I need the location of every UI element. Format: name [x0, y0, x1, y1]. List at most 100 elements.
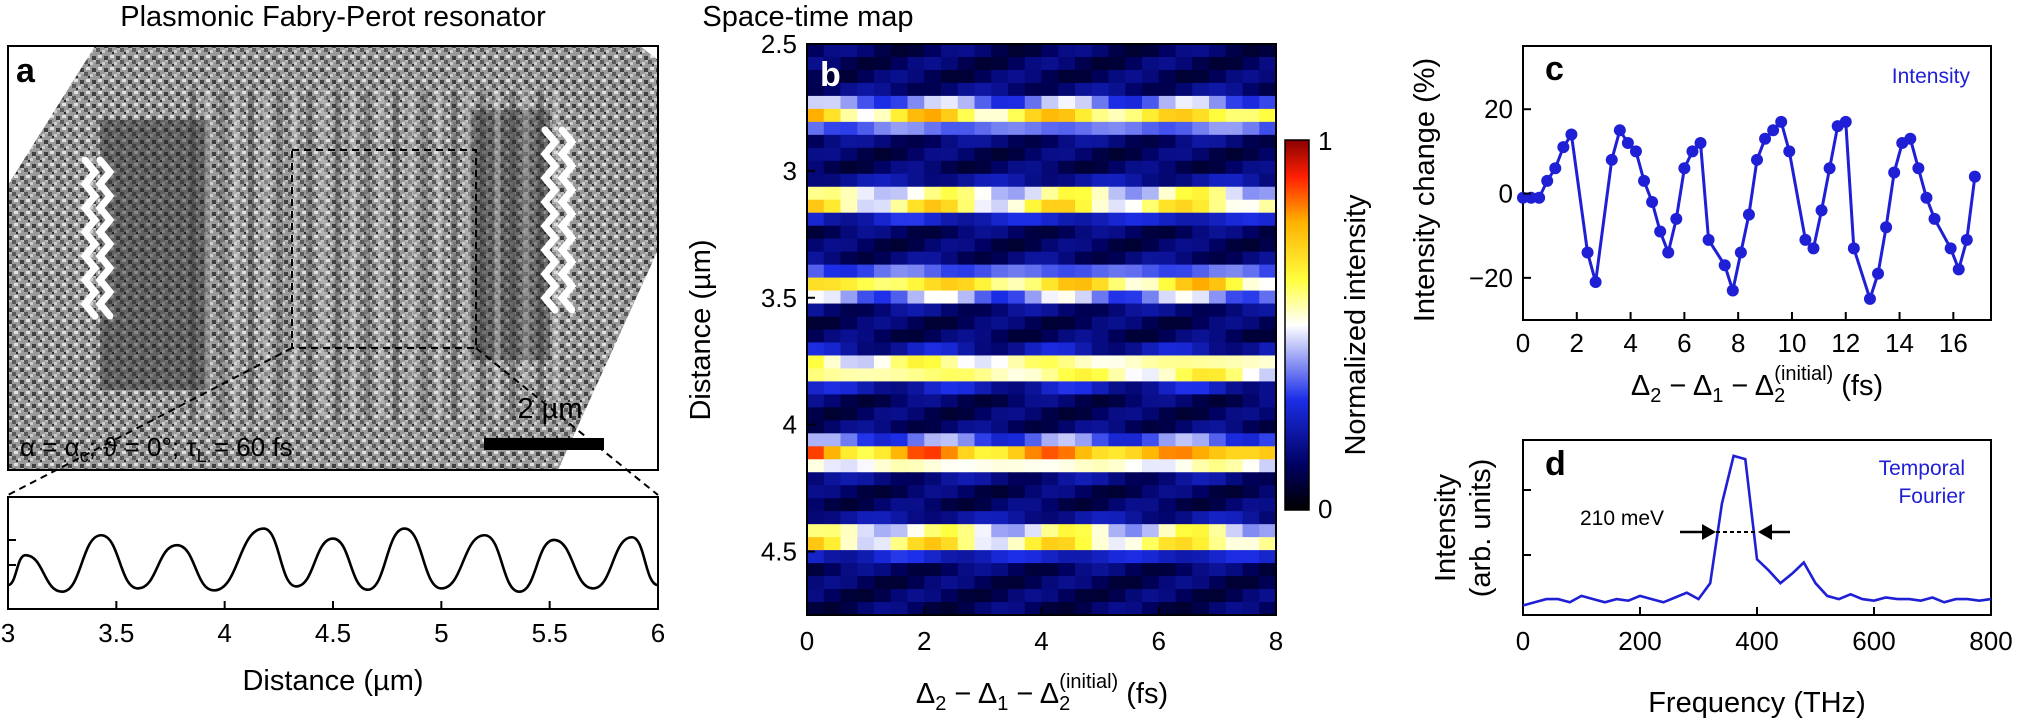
heatmap-cell	[1142, 420, 1160, 434]
heatmap-cell	[890, 511, 909, 525]
heatmap-cell	[1024, 394, 1043, 408]
heatmap-cell	[974, 69, 992, 84]
heatmap-cell	[857, 225, 875, 240]
heatmap-cell	[1125, 602, 1143, 616]
heatmap-cell	[1125, 147, 1143, 162]
heatmap-cell	[1125, 342, 1143, 357]
heatmap-cell	[1225, 212, 1244, 227]
heatmap-cell	[907, 485, 925, 499]
heatmap-cell	[1192, 394, 1210, 408]
heatmap-cell	[890, 238, 909, 253]
heatmap-cell	[890, 134, 909, 149]
fringe-stripe	[465, 90, 472, 420]
heatmap-cell	[941, 485, 959, 499]
heatmap-cell	[941, 199, 959, 214]
heatmap-cell	[1242, 225, 1260, 240]
heatmap-cell	[957, 160, 976, 175]
heatmap-cell	[1209, 225, 1227, 240]
heatmap-cell	[974, 342, 992, 357]
heatmap-cell	[874, 472, 892, 486]
heatmap-cell	[941, 524, 959, 538]
heatmap-cell	[1225, 82, 1244, 97]
heatmap-cell	[1125, 459, 1143, 473]
heatmap-cell	[1024, 44, 1043, 58]
heatmap-cell	[991, 316, 1009, 331]
heatmap-cell	[991, 95, 1009, 110]
heatmap-cell	[1259, 121, 1277, 136]
heatmap-cell	[840, 147, 858, 162]
heatmap-cell	[941, 472, 959, 486]
heatmap-cell	[1225, 69, 1244, 84]
heatmap-cell	[1209, 251, 1227, 266]
heatmap-cell	[1142, 173, 1160, 188]
heatmap-cell	[1058, 108, 1076, 123]
heatmap-cell	[957, 459, 976, 473]
heatmap-cell	[1091, 433, 1110, 447]
heatmap-cell	[1125, 433, 1143, 447]
heatmap-cell	[807, 589, 825, 603]
heatmap-cell	[1008, 446, 1026, 460]
heatmap-cell	[1225, 264, 1244, 279]
heatmap-cell	[874, 160, 892, 175]
heatmap-cell	[874, 147, 892, 162]
heatmap-cell	[890, 368, 909, 383]
heatmap-cell	[1125, 355, 1143, 370]
heatmap-cell	[1192, 589, 1210, 603]
heatmap-cell	[957, 342, 976, 357]
heatmap-cell	[1209, 576, 1227, 590]
heatmap-cell	[924, 173, 942, 188]
heatmap-cell	[1125, 160, 1143, 175]
heatmap-cell	[1075, 160, 1093, 175]
heatmap-cell	[823, 394, 842, 408]
heatmap-cell	[1008, 121, 1026, 136]
heatmap-cell	[1259, 173, 1277, 188]
heatmap-cell	[1225, 121, 1244, 136]
heatmap-cell	[1142, 498, 1160, 512]
heatmap-cell	[1058, 199, 1076, 214]
heatmap-cell	[1091, 589, 1110, 603]
heatmap-cell	[1225, 576, 1244, 590]
heatmap-cell	[890, 537, 909, 551]
heatmap-cell	[1091, 277, 1110, 292]
heatmap-cell	[807, 121, 825, 136]
heatmap-cell	[924, 160, 942, 175]
heatmap-cell	[807, 225, 825, 240]
heatmap-cell	[823, 277, 842, 292]
heatmap-cell	[1108, 524, 1126, 538]
heatmap-cell	[857, 524, 875, 538]
heatmap-cell	[1075, 44, 1093, 58]
heatmap-cell	[1242, 576, 1260, 590]
panel-d-legend-line1: Temporal	[1879, 457, 1965, 480]
heatmap-cell	[890, 459, 909, 473]
heatmap-cell	[1075, 407, 1093, 421]
heatmap-cell	[941, 407, 959, 421]
panel-c: c Intensity 0 2 4 6 8 10 12 14 16 20 0 −20 Intensi…	[1409, 45, 1992, 407]
heatmap-cell	[974, 251, 992, 266]
heatmap-cell	[1209, 355, 1227, 370]
heatmap-cell	[991, 251, 1009, 266]
heatmap-cell	[823, 537, 842, 551]
heatmap-cell	[1108, 303, 1126, 318]
heatmap-cell	[1242, 290, 1260, 305]
heatmap-cell	[1175, 199, 1193, 214]
panel-c-xtick-label: 0	[1516, 328, 1530, 358]
heatmap-cell	[1058, 407, 1076, 421]
heatmap-cell	[1175, 407, 1193, 421]
heatmap-cell	[991, 355, 1009, 370]
heatmap-cell	[890, 355, 909, 370]
heatmap-cell	[1024, 82, 1043, 97]
heatmap-cell	[1192, 173, 1210, 188]
heatmap-cell	[1209, 212, 1227, 227]
heatmap-cell	[1259, 407, 1277, 421]
heatmap-cell	[1242, 485, 1260, 499]
intensity-point	[1629, 145, 1642, 158]
intensity-point	[1654, 225, 1667, 238]
intensity-point	[1541, 174, 1554, 187]
heatmap-cell	[941, 134, 959, 149]
heatmap-cell	[1024, 212, 1043, 227]
heatmap-cell	[1142, 407, 1160, 421]
heatmap-cell	[807, 251, 825, 266]
heatmap-cell	[974, 303, 992, 318]
heatmap-cell	[1125, 303, 1143, 318]
heatmap-cell	[1142, 134, 1160, 149]
